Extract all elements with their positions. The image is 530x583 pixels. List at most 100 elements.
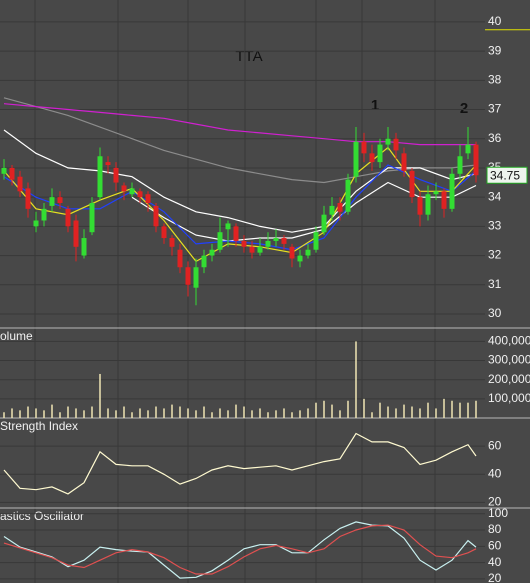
volume-bar xyxy=(19,410,21,418)
panel-title: Strength Index xyxy=(0,419,78,433)
candle-body xyxy=(241,240,247,247)
candle-body xyxy=(425,194,431,215)
volume-bar xyxy=(11,408,13,418)
volume-bar xyxy=(259,408,261,418)
candle-body xyxy=(153,205,159,227)
volume-bar xyxy=(179,406,181,418)
candle-body xyxy=(137,191,143,198)
volume-bar xyxy=(115,410,117,418)
y-tick-label: 200,000 xyxy=(488,372,530,386)
annotation: 1 xyxy=(371,97,379,114)
volume-bar xyxy=(467,402,469,418)
y-tick-label: 37 xyxy=(488,102,502,116)
volume-bar xyxy=(307,408,309,418)
candle-body xyxy=(313,232,319,250)
candle-body xyxy=(249,246,255,253)
volume-bar xyxy=(283,408,285,418)
volume-bar xyxy=(315,402,317,418)
last-price-box xyxy=(486,166,528,184)
volume-bar xyxy=(195,410,197,418)
y-tick-label: 20 xyxy=(488,571,502,583)
volume-bar xyxy=(275,410,277,418)
volume-bar xyxy=(83,410,85,418)
candle-body xyxy=(105,162,111,166)
volume-bar xyxy=(27,406,29,418)
candle-body xyxy=(57,197,63,203)
candle-body xyxy=(401,153,407,171)
y-tick-label: 60 xyxy=(488,438,502,452)
volume-bar xyxy=(3,412,5,418)
candle-body xyxy=(9,167,15,180)
candle-body xyxy=(289,246,295,259)
candle-body xyxy=(273,238,279,241)
volume-bar xyxy=(435,408,437,418)
volume-bar xyxy=(163,408,165,418)
candle-body xyxy=(449,173,455,209)
volume-bar xyxy=(139,408,141,418)
candle-body xyxy=(393,138,399,151)
candle-body xyxy=(81,238,87,256)
candle-body xyxy=(225,223,231,230)
candle-body xyxy=(265,240,271,247)
volume-bar xyxy=(147,410,149,418)
volume-bar xyxy=(379,402,381,418)
y-tick-label: 33 xyxy=(488,219,502,233)
volume-bar xyxy=(235,404,237,418)
candle-body xyxy=(1,167,7,174)
volume-bar xyxy=(299,410,301,418)
volume-bar xyxy=(395,408,397,418)
y-tick-label: 20 xyxy=(488,495,502,509)
y-tick-label: 400,000 xyxy=(488,334,530,348)
candle-body xyxy=(337,202,343,212)
volume-bar xyxy=(331,404,333,418)
candle-body xyxy=(177,249,183,268)
volume-bar xyxy=(123,406,125,418)
y-tick-label: 30 xyxy=(488,306,502,320)
moving-average xyxy=(131,181,477,242)
candle-body xyxy=(305,249,311,256)
y-tick-label: 100,000 xyxy=(488,391,530,405)
volume-bar xyxy=(51,404,53,418)
candle-body xyxy=(73,220,79,247)
volume-bar xyxy=(475,400,477,418)
candle-body xyxy=(417,197,423,215)
volume-bar xyxy=(427,402,429,418)
volume-bar xyxy=(203,406,205,418)
candle-body xyxy=(25,188,31,209)
volume-bar xyxy=(187,408,189,418)
candle-body xyxy=(169,238,175,247)
candle-body xyxy=(113,167,119,183)
annotation: 2 xyxy=(460,100,468,117)
candle-body xyxy=(353,141,359,177)
volume-bar xyxy=(387,406,389,418)
y-tick-label: 32 xyxy=(488,248,502,262)
volume-bar xyxy=(171,404,173,418)
volume-bar xyxy=(219,408,221,418)
candle-body xyxy=(89,202,95,233)
candle-body xyxy=(209,249,215,256)
candle-body xyxy=(121,185,127,192)
volume-bar xyxy=(291,412,293,418)
y-tick-label: 34 xyxy=(488,189,502,203)
volume-bar xyxy=(443,398,445,418)
moving-average xyxy=(3,103,476,146)
y-tick-label: 40 xyxy=(488,555,502,569)
chart-title: TTA xyxy=(235,48,262,65)
y-tick-label: 39 xyxy=(488,43,502,57)
y-tick-label: 80 xyxy=(488,522,502,536)
candle-body xyxy=(185,267,191,285)
volume-bar xyxy=(227,410,229,418)
volume-bar xyxy=(411,406,413,418)
panel-title: olume xyxy=(0,329,33,343)
volume-bar xyxy=(459,402,461,418)
volume-bar xyxy=(419,408,421,418)
candle-body xyxy=(409,170,415,198)
candle-body xyxy=(345,179,351,212)
volume-bar xyxy=(339,410,341,418)
y-tick-label: 31 xyxy=(488,277,502,291)
volume-bar xyxy=(99,373,101,418)
volume-bar xyxy=(131,412,133,418)
